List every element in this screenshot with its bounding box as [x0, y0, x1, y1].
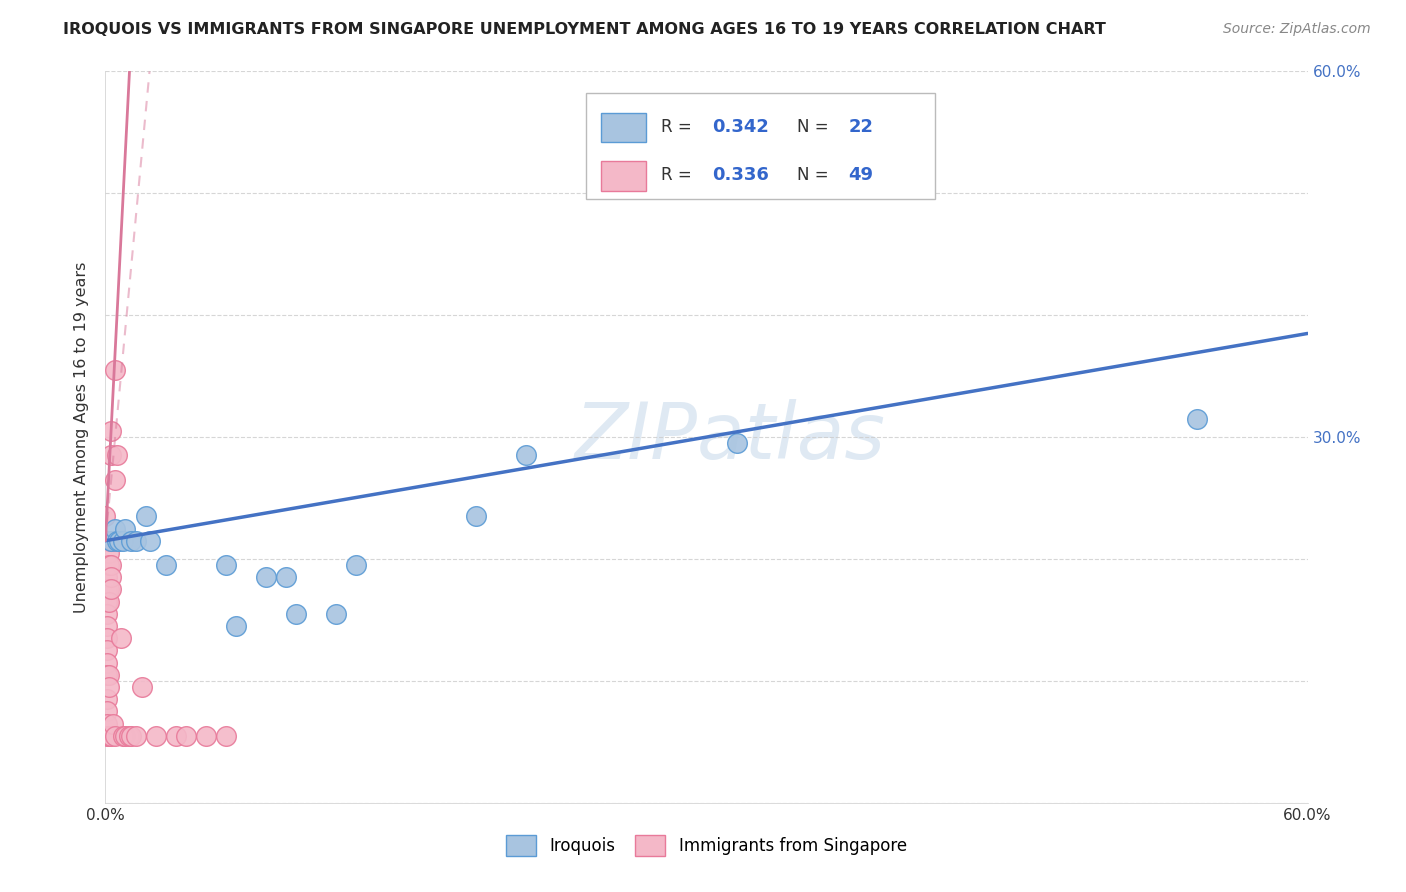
Point — [131, 680, 153, 694]
Point — [155, 558, 177, 573]
Point — [145, 729, 167, 743]
Text: IROQUOIS VS IMMIGRANTS FROM SINGAPORE UNEMPLOYMENT AMONG AGES 16 TO 19 YEARS COR: IROQUOIS VS IMMIGRANTS FROM SINGAPORE UN… — [63, 22, 1107, 37]
Point — [100, 533, 122, 548]
Point — [96, 619, 118, 633]
Point — [107, 533, 129, 548]
Point — [100, 424, 122, 438]
Point — [124, 533, 146, 548]
Point — [96, 607, 118, 621]
Point — [96, 594, 118, 608]
Point — [96, 594, 118, 608]
Point — [100, 570, 122, 584]
Point — [121, 729, 143, 743]
Point — [98, 729, 121, 743]
Point — [103, 716, 125, 731]
Point — [98, 667, 121, 681]
Point — [96, 643, 118, 657]
Text: R =: R = — [661, 166, 697, 185]
Text: 0.342: 0.342 — [713, 118, 769, 136]
Point — [103, 533, 125, 548]
Text: R =: R = — [661, 118, 697, 136]
Point — [214, 729, 236, 743]
Text: 22: 22 — [848, 118, 873, 136]
Point — [135, 509, 157, 524]
Point — [114, 521, 136, 535]
Point — [100, 449, 122, 463]
Point — [174, 729, 197, 743]
Point — [194, 729, 217, 743]
Point — [325, 607, 347, 621]
Point — [104, 729, 127, 743]
Point — [100, 729, 122, 743]
Point — [94, 533, 117, 548]
Text: 0.336: 0.336 — [713, 166, 769, 185]
Point — [96, 729, 118, 743]
Point — [96, 582, 118, 597]
Point — [98, 558, 121, 573]
Point — [98, 546, 121, 560]
Point — [254, 570, 277, 584]
Point — [1187, 412, 1209, 426]
Y-axis label: Unemployment Among Ages 16 to 19 years: Unemployment Among Ages 16 to 19 years — [75, 261, 90, 613]
Point — [104, 521, 127, 535]
Point — [284, 607, 307, 621]
Point — [214, 558, 236, 573]
Point — [98, 533, 121, 548]
Point — [98, 582, 121, 597]
Text: 49: 49 — [848, 166, 873, 185]
Point — [114, 729, 136, 743]
Point — [124, 729, 146, 743]
Point — [100, 533, 122, 548]
Legend: Iroquois, Immigrants from Singapore: Iroquois, Immigrants from Singapore — [498, 827, 915, 864]
Point — [112, 729, 135, 743]
Point — [98, 680, 121, 694]
Point — [118, 729, 141, 743]
Point — [108, 533, 131, 548]
Point — [100, 582, 122, 597]
Point — [107, 449, 129, 463]
Point — [96, 705, 118, 719]
Point — [96, 692, 118, 706]
Text: ZIPatlas: ZIPatlas — [575, 399, 886, 475]
Point — [515, 449, 537, 463]
Point — [94, 509, 117, 524]
Point — [96, 656, 118, 670]
Point — [96, 632, 118, 646]
Text: Source: ZipAtlas.com: Source: ZipAtlas.com — [1223, 22, 1371, 37]
Text: N =: N = — [797, 166, 834, 185]
Point — [225, 619, 247, 633]
Point — [121, 533, 143, 548]
Point — [100, 558, 122, 573]
Point — [725, 436, 748, 450]
Point — [98, 594, 121, 608]
Point — [96, 570, 118, 584]
Text: N =: N = — [797, 118, 834, 136]
Point — [96, 716, 118, 731]
Point — [96, 667, 118, 681]
Point — [104, 473, 127, 487]
Point — [110, 632, 132, 646]
Point — [465, 509, 488, 524]
Point — [138, 533, 160, 548]
Point — [112, 533, 135, 548]
Bar — [600, 113, 647, 143]
Bar — [586, 94, 935, 200]
Point — [274, 570, 297, 584]
Bar — [600, 161, 647, 191]
Point — [104, 363, 127, 377]
Point — [344, 558, 367, 573]
Point — [165, 729, 187, 743]
